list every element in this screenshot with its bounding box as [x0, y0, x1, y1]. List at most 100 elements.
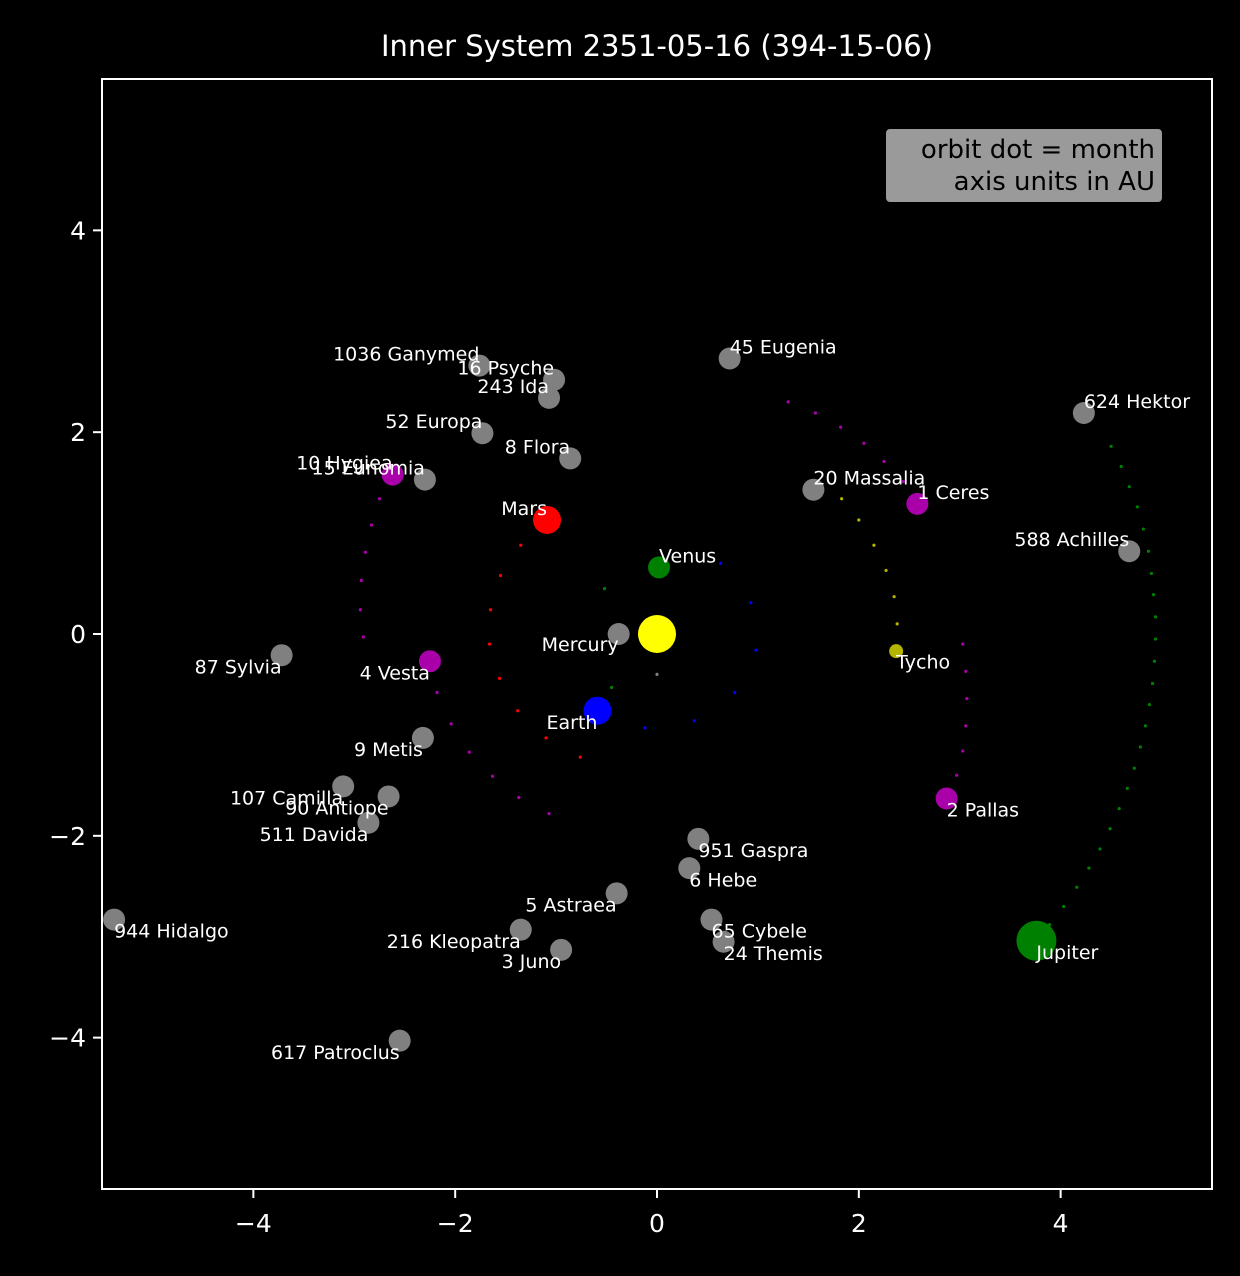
orbit-dot [862, 441, 866, 445]
y-tick-label: 2 [70, 418, 86, 447]
orbit-dot [1098, 847, 1102, 851]
orbit-dot [1143, 724, 1147, 728]
orbit-dot [955, 773, 959, 777]
orbit-dot [359, 578, 363, 583]
orbit-dot [1147, 703, 1152, 707]
body-label: 617 Patroclus [271, 1042, 400, 1064]
orbit-dot [895, 622, 899, 626]
body-label: 20 Massalia [813, 468, 925, 490]
x-tick-label: −4 [235, 1209, 272, 1238]
orbit-dot [813, 411, 818, 415]
body-label: 1036 Ganymed [333, 344, 479, 366]
orbit-dot [517, 795, 521, 800]
orbit-dot [754, 648, 758, 652]
y-tick-label: 0 [70, 620, 86, 649]
orbit-dot [964, 724, 968, 728]
orbit-dot [857, 518, 861, 522]
body-label: 951 Gaspra [698, 840, 808, 862]
body-marker [103, 908, 126, 931]
orbit-dot [840, 497, 844, 501]
orbit-dot [490, 774, 495, 778]
orbit-dot [547, 812, 551, 816]
orbit-dot [961, 749, 965, 753]
body-marker [550, 938, 573, 961]
body-marker [718, 347, 741, 370]
orbit-dot [965, 696, 969, 701]
body-label: 90 Antiope [285, 798, 388, 820]
body-marker [712, 930, 735, 953]
chart-title: Inner System 2351-05-16 (394-15-06) [381, 29, 933, 63]
body-marker [605, 882, 628, 905]
orbit-dot [1141, 527, 1145, 531]
body-marker [1072, 402, 1095, 425]
body-labels: Mercury Venus Earth Mars Jupiter Tycho 1 Ceres… [114, 336, 1190, 1063]
orbit-dot [1152, 659, 1157, 663]
body-label: 243 Ida [477, 376, 549, 398]
body-marker [559, 447, 582, 470]
orbit-dot [1132, 766, 1136, 770]
body-marker [471, 422, 494, 445]
body-marker [583, 696, 612, 725]
orbit-dot [519, 543, 523, 547]
orbit-dot [692, 719, 696, 723]
orbit-dot [602, 586, 607, 591]
body-marker [1118, 540, 1141, 563]
body-label: Mercury [542, 634, 619, 656]
orbit-dot [1151, 593, 1156, 597]
orbit-dot [964, 669, 968, 673]
body-marker [543, 368, 566, 391]
legend-box: orbit dot = month axis units in AU [886, 129, 1162, 202]
orbit-dot [1153, 637, 1158, 641]
orbit-dot [839, 425, 843, 429]
orbit-dot [467, 750, 471, 754]
body-label: 52 Europa [385, 411, 482, 433]
orbit-dots [358, 400, 1158, 927]
body-marker [648, 556, 671, 579]
orbit-dot [544, 736, 548, 740]
orbit-dot [1146, 549, 1151, 553]
orbit-dot [961, 642, 965, 646]
orbit-dot [1125, 786, 1129, 790]
orbit-dot [733, 690, 737, 695]
orbit-dot [1117, 806, 1121, 811]
body-marker [381, 463, 404, 486]
orbit-dot [882, 459, 886, 464]
body-marker [332, 775, 355, 798]
orbit-dot [377, 497, 382, 501]
orbit-dot [487, 642, 492, 646]
body-marker [533, 505, 562, 534]
orbit-dot [361, 635, 365, 639]
orbit-dot [1150, 681, 1155, 686]
body-label: 24 Themis [724, 943, 823, 965]
bodies [103, 347, 1141, 1052]
orbit-dot [578, 755, 582, 759]
orbit-dot [901, 480, 905, 484]
body-marker [678, 857, 701, 880]
body-marker [509, 918, 532, 941]
body-marker [468, 354, 491, 377]
body-marker [906, 492, 929, 515]
plot-area: Mercury Venus Earth Mars Jupiter Tycho 1 Ceres… [101, 78, 1213, 1190]
body-label: Mars [501, 498, 547, 520]
body-label: 944 Hidalgo [114, 921, 229, 943]
body-label: 6 Hebe [689, 869, 757, 891]
orbit-dot [1062, 904, 1066, 909]
body-label: 624 Hektor [1084, 391, 1190, 413]
orbit-dot [497, 676, 502, 681]
orbit-dot [369, 523, 374, 527]
orbit-dot [435, 690, 439, 695]
orbit-dot [363, 550, 367, 554]
body-marker [538, 386, 561, 409]
orbit-dot [872, 543, 876, 547]
orbit-dot [609, 685, 614, 690]
body-marker [607, 623, 630, 645]
body-label: 10 Hygiea [296, 453, 392, 475]
x-axis: −4 −2 0 2 4 [235, 1189, 1069, 1238]
body-marker [889, 644, 904, 659]
body-marker [377, 785, 400, 808]
body-label: Venus [659, 545, 716, 567]
orbit-dot [718, 561, 723, 565]
orbit-dot [643, 726, 647, 730]
orbit-dot [449, 722, 453, 726]
body-marker [700, 908, 723, 931]
